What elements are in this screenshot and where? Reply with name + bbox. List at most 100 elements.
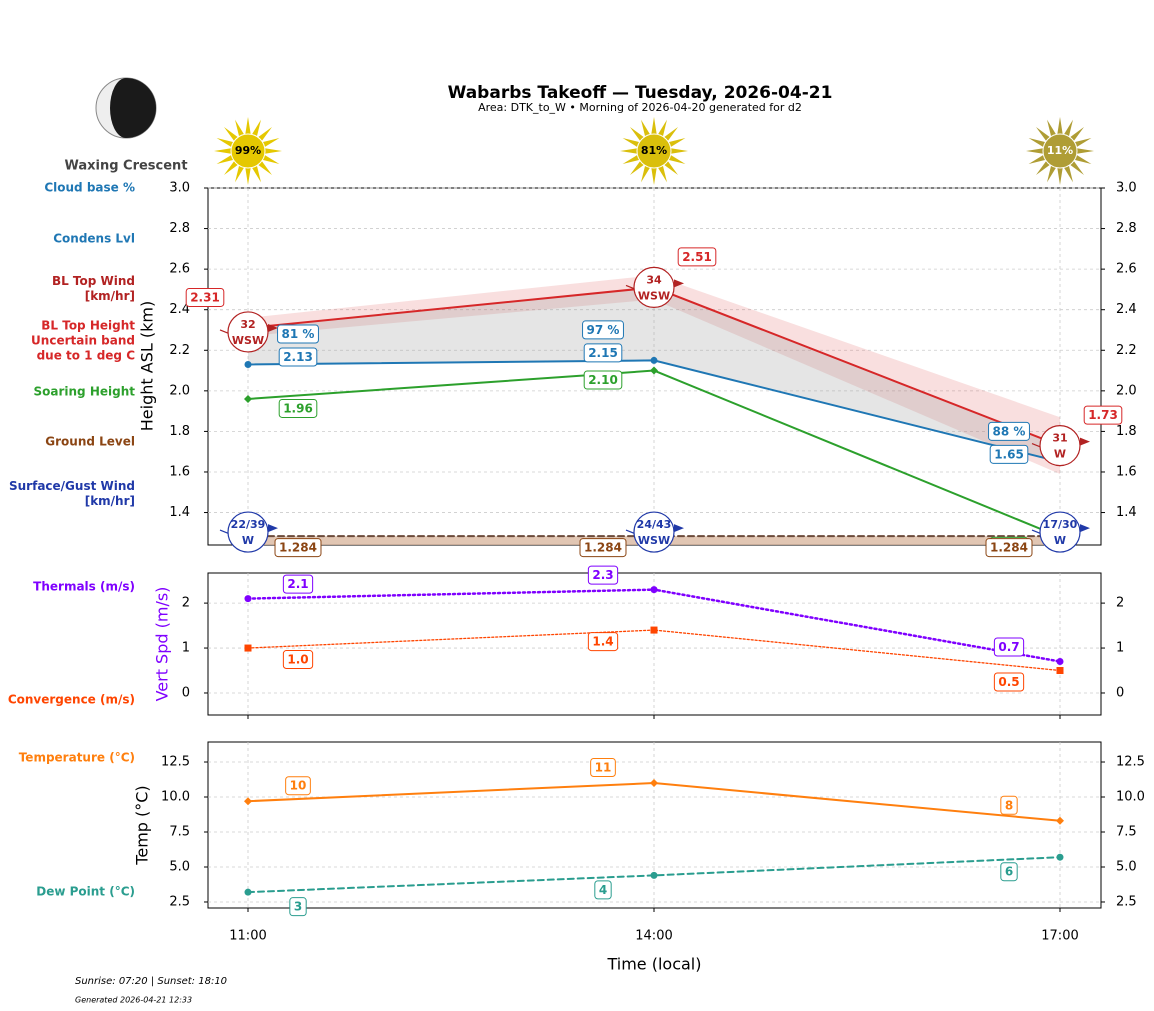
series: [244, 586, 1064, 666]
sun-ray: [262, 138, 280, 148]
sun-ray: [622, 154, 640, 164]
series: [244, 366, 1064, 541]
x-axis-label: Time (local): [606, 955, 701, 974]
wind-flag: [1080, 437, 1090, 446]
side-label: Dew Point (°C): [36, 884, 135, 899]
value-label: 3: [289, 897, 307, 917]
sun-ray: [664, 161, 678, 175]
sun-ray: [214, 148, 232, 154]
sun-ray: [251, 119, 261, 137]
value-label-box: [985, 538, 1033, 558]
sun-times: Sunrise: 07:20 | Sunset: 18:10: [75, 976, 227, 987]
value-label-text: 6: [1005, 865, 1013, 879]
value-label-box: [583, 370, 623, 390]
y-axis-label: Height ASL (km): [138, 301, 157, 431]
sun-ray: [1047, 165, 1057, 183]
side-label: Condens Lvl: [53, 231, 135, 246]
y-tick-label: 2.0: [169, 383, 190, 398]
value-label: 81 %: [277, 324, 319, 344]
point: [244, 888, 252, 896]
value-label-text: 2.13: [283, 350, 313, 364]
sun-ray: [1074, 154, 1092, 164]
chart-title: Wabarbs Takeoff — Tuesday, 2026-04-21: [448, 83, 833, 103]
sun-ray: [1036, 127, 1050, 141]
wind-flag: [674, 279, 684, 288]
y-tick-label: 2.6: [169, 262, 190, 277]
side-label: Surface/Gust Wind [km/hr]: [9, 479, 135, 508]
value-label-box: [1083, 405, 1123, 425]
wind-marker: 17/30 W: [1031, 511, 1090, 553]
sun-disc: [1042, 133, 1078, 169]
y2-tick-label: 0: [1116, 685, 1124, 700]
sun-ray: [620, 148, 638, 154]
value-label-box: [278, 398, 318, 418]
value-label: 1.284: [985, 538, 1033, 558]
value-label-box: [587, 632, 619, 652]
value-label-box: [185, 287, 225, 307]
value-label-box: [590, 758, 616, 778]
wind-circle: [1039, 425, 1081, 467]
y-tick-label: 2.2: [169, 343, 190, 358]
y2-tick-label: 2.5: [1116, 894, 1137, 909]
point: [650, 779, 658, 788]
value-label-box: [282, 574, 314, 594]
point: [244, 595, 252, 603]
side-label: Ground Level: [45, 434, 135, 449]
value-label-text: 2.51: [682, 250, 712, 264]
point: [1056, 816, 1064, 825]
value-label: 1.4: [587, 632, 619, 652]
value-label: 2.51: [677, 247, 717, 267]
sun-ray: [258, 161, 272, 175]
value-label: 4: [594, 880, 612, 900]
value-label-text: 97 %: [587, 323, 620, 337]
wind-speed: 24/43: [637, 518, 672, 531]
sun-ray: [224, 127, 238, 141]
side-label: Cloud base %: [44, 180, 135, 195]
sun-ray: [657, 119, 667, 137]
value-label-box: [274, 538, 322, 558]
point: [1056, 667, 1064, 675]
fill-between: [248, 287, 1060, 462]
series-line: [246, 588, 1062, 663]
sun: 99%: [214, 117, 282, 185]
value-label: 11: [590, 758, 616, 778]
value-label-box: [677, 247, 717, 267]
wind-circle: [1039, 511, 1081, 553]
sun-label: 81%: [641, 144, 667, 157]
value-label: 2.1: [282, 574, 314, 594]
sun-ray: [245, 117, 251, 135]
point: [650, 626, 658, 634]
y-tick-label: 5.0: [169, 859, 190, 874]
side-label: Soaring Height: [33, 384, 136, 399]
sun-ray: [1076, 148, 1094, 154]
value-label-box: [989, 444, 1029, 464]
value-label: 1.284: [579, 538, 627, 558]
sun-ray: [1070, 161, 1084, 175]
sun-ray: [651, 117, 657, 135]
y2-tick-label: 1.8: [1116, 424, 1137, 439]
value-label: 2.15: [583, 343, 623, 363]
value-label-text: 1.4: [592, 635, 613, 649]
x-tick-label: 11:00: [229, 929, 266, 944]
y2-tick-label: 1.6: [1116, 464, 1137, 479]
sun-ray: [216, 154, 234, 164]
point: [650, 356, 658, 364]
value-label-text: 81 %: [282, 327, 315, 341]
y-tick-label: 2.4: [169, 302, 190, 317]
value-label-text: 2.3: [592, 568, 613, 582]
value-label: 88 %: [988, 421, 1030, 441]
value-label-box: [282, 650, 314, 670]
plot-frame: [207, 187, 1102, 546]
y2-tick-label: 1: [1116, 641, 1124, 656]
y-tick-label: 12.5: [161, 755, 190, 770]
value-label: 0.5: [993, 672, 1025, 692]
wind-direction: W: [242, 534, 254, 547]
value-label-box: [583, 343, 623, 363]
y2-tick-label: 10.0: [1116, 790, 1145, 805]
point: [650, 366, 658, 375]
y-tick-label: 0: [182, 685, 190, 700]
value-label-text: 0.5: [998, 675, 1019, 689]
value-label: 2.31: [185, 287, 225, 307]
generated: Generated 2026-04-21 12:33: [75, 996, 192, 1005]
